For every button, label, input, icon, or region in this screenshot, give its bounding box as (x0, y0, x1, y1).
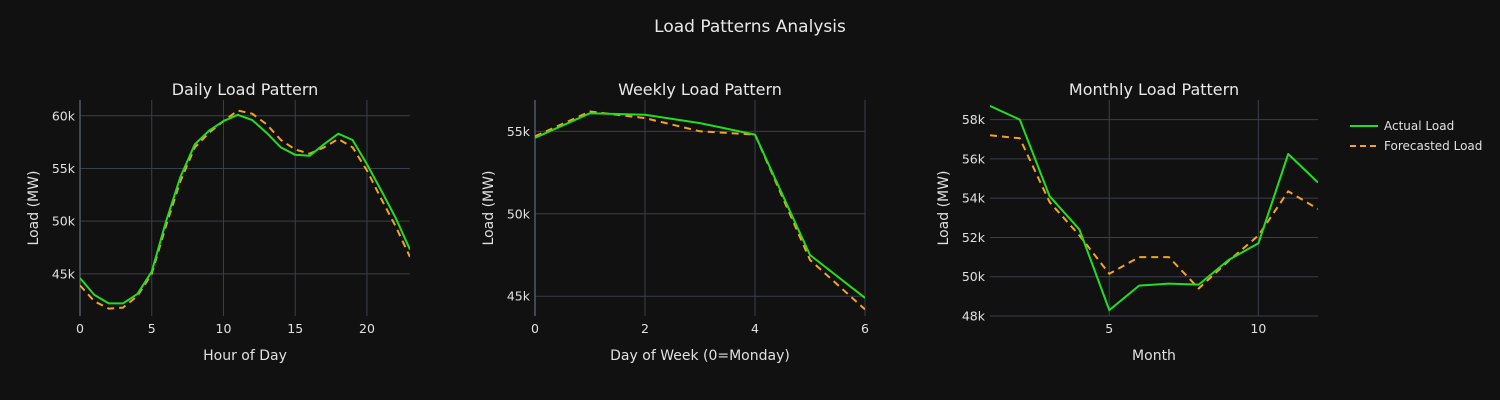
forecasted-load-line (80, 109, 410, 310)
x-axis-label: Day of Week (0=Monday) (610, 348, 790, 364)
panel-weekly: Weekly Load Pattern 45k 50k 55k 0 2 4 6 Day of W… (481, 80, 869, 364)
legend-item-actual-load[interactable]: Actual Load (1350, 119, 1454, 133)
y-tick-label: 56k (962, 151, 986, 166)
y-axis-label: Load (MW) (26, 171, 42, 246)
x-tick-label: 4 (751, 321, 759, 336)
x-tick-label: 10 (1250, 321, 1266, 336)
x-axis-label: Hour of Day (203, 348, 287, 364)
y-tick-label: 58k (962, 112, 986, 127)
x-tick-label: 20 (359, 321, 375, 336)
y-axis-label: Load (MW) (481, 171, 497, 246)
actual-load-line (535, 112, 865, 299)
x-tick-label: 0 (76, 321, 84, 336)
y-tick-label: 52k (962, 230, 986, 245)
y-tick-label: 60k (52, 108, 76, 123)
x-tick-label: 5 (1105, 321, 1113, 336)
panel-monthly: Monthly Load Pattern 48k 50k 52k 54k 56k 58k 5 1… (936, 80, 1318, 364)
x-tick-label: 15 (287, 321, 303, 336)
y-tick-label: 50k (52, 214, 76, 229)
y-tick-label: 54k (962, 191, 986, 206)
subplot-title: Daily Load Pattern (172, 80, 319, 99)
legend-item-forecasted-load[interactable]: Forecasted Load (1350, 139, 1482, 153)
subplot-title: Monthly Load Pattern (1069, 80, 1239, 99)
y-tick-label: 50k (962, 269, 986, 284)
y-tick-label: 50k (507, 206, 531, 221)
legend-label: Forecasted Load (1384, 139, 1482, 153)
legend: Actual Load Forecasted Load (1350, 119, 1482, 153)
forecasted-load-line (535, 110, 865, 311)
y-tick-label: 45k (507, 289, 531, 304)
y-axis-label: Load (MW) (936, 171, 952, 246)
x-tick-label: 10 (216, 321, 232, 336)
panel-daily: Daily Load Pattern 45k 50k 55k 60k 0 5 10 15 20 Ho… (26, 80, 410, 364)
x-axis-label: Month (1132, 348, 1176, 364)
x-tick-label: 5 (148, 321, 156, 336)
actual-load-line (990, 104, 1318, 312)
y-tick-label: 48k (962, 309, 986, 324)
x-tick-label: 6 (861, 321, 869, 336)
legend-label: Actual Load (1384, 119, 1454, 133)
figure-title: Load Patterns Analysis (654, 17, 846, 37)
actual-load-line (80, 113, 410, 305)
y-tick-label: 55k (52, 161, 76, 176)
subplot-title: Weekly Load Pattern (618, 80, 782, 99)
y-tick-label: 45k (52, 266, 76, 281)
y-tick-label: 55k (507, 124, 531, 139)
x-tick-label: 2 (641, 321, 649, 336)
x-tick-label: 0 (531, 321, 539, 336)
